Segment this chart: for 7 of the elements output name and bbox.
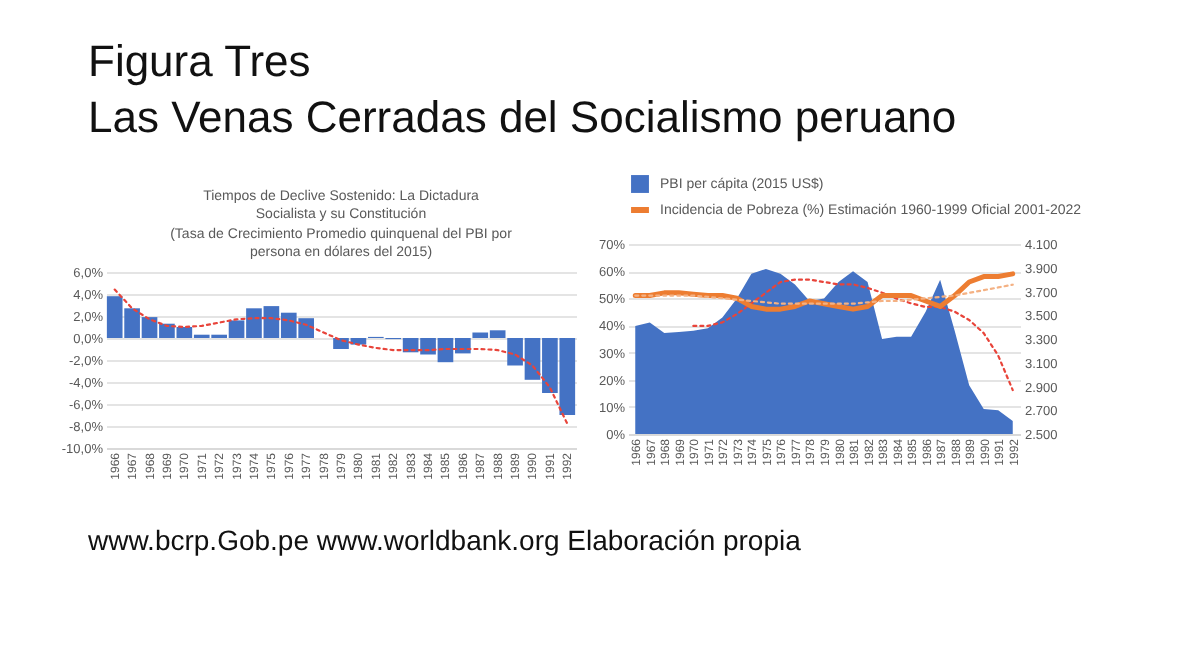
text: Figura Tres xyxy=(88,36,311,88)
text: Las Venas Cerradas del Socialismo peruano xyxy=(88,92,957,144)
line-series xyxy=(692,278,1014,392)
line-series xyxy=(634,283,1014,305)
line-series xyxy=(632,271,1016,312)
text: www.bcrp.Gob.pe www.worldbank.org Elaboración propia xyxy=(88,524,801,556)
line-series xyxy=(113,288,569,425)
